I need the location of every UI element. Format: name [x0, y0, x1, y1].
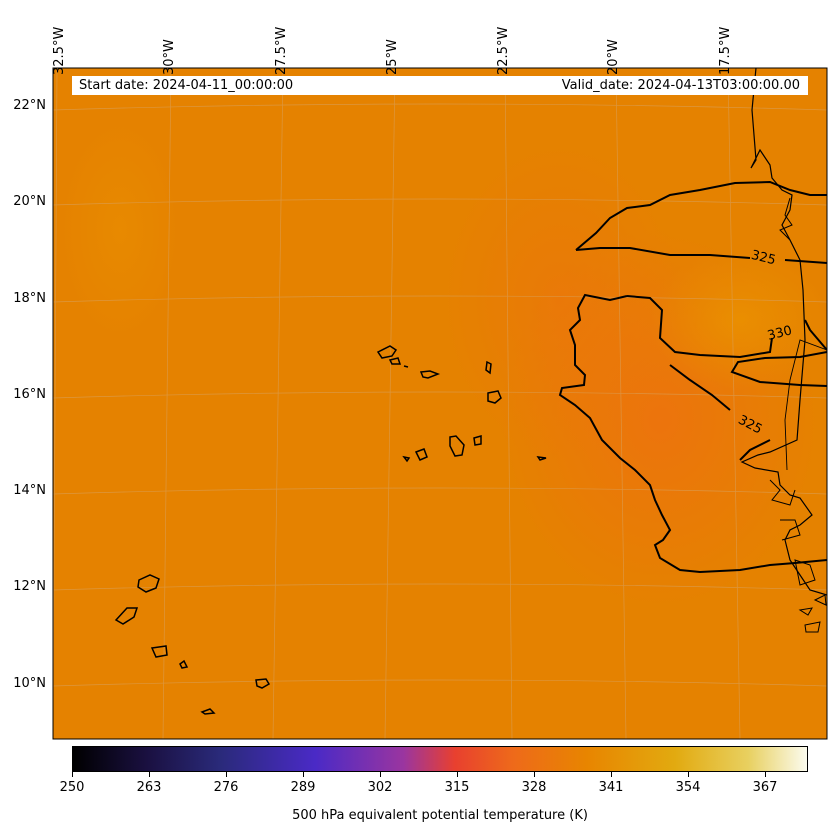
colorbar-tick-label: 315 [444, 780, 470, 795]
lon-label: 30°W [162, 39, 177, 75]
valid-date-label: Valid_date: 2024-04-13T03:00:00.00 [561, 78, 800, 93]
contour-label-330: 330 [766, 323, 794, 344]
lat-label: 18°N [13, 291, 46, 306]
map-frame [52, 67, 828, 740]
lon-label: 22.5°W [496, 26, 511, 75]
date-info-bar: Start date: 2024-04-11_00:00:00 Valid_da… [72, 76, 808, 95]
theta-e-contours [558, 180, 827, 574]
lat-label: 12°N [13, 579, 46, 594]
colorbar-title: 500 hPa equivalent potential temperature… [292, 808, 588, 823]
lat-label: 16°N [13, 387, 46, 402]
graticule [53, 68, 827, 739]
lat-label: 10°N [13, 676, 46, 691]
colorbar [72, 746, 808, 772]
colorbar-tick-label: 250 [59, 780, 85, 795]
lat-label: 14°N [13, 483, 46, 498]
colorbar-tick-label: 289 [290, 780, 316, 795]
colorbar-tick-label: 302 [367, 780, 393, 795]
lat-label: 22°N [13, 98, 46, 113]
colorbar-tick-label: 328 [521, 780, 547, 795]
colorbar-tick-label: 341 [598, 780, 624, 795]
lon-label: 25°W [385, 39, 400, 75]
lon-label: 20°W [606, 39, 621, 75]
colorbar-tick-label: 276 [213, 780, 239, 795]
cabo-verde-islands [376, 345, 547, 463]
southwest-islands [114, 574, 271, 715]
lon-label: 17.5°W [718, 26, 733, 75]
contour-label-325-north: 325 [749, 248, 777, 269]
africa-coastline [740, 68, 827, 596]
colorbar-tick-label: 263 [136, 780, 162, 795]
lat-label: 20°N [13, 194, 46, 209]
start-date-label: Start date: 2024-04-11_00:00:00 [79, 78, 294, 93]
colorbar-tick-label: 367 [752, 780, 778, 795]
lon-label: 32.5°W [52, 26, 67, 75]
colorbar-tick-label: 354 [675, 780, 701, 795]
lon-label: 27.5°W [274, 26, 289, 75]
